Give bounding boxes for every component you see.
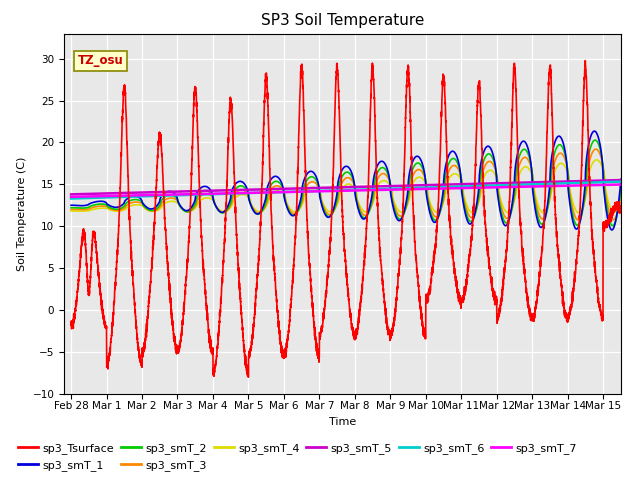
Line: sp3_Tsurface: sp3_Tsurface bbox=[71, 60, 621, 377]
sp3_smT_6 bbox=[277, 189, 285, 195]
sp3_Tsurface bbox=[67, 319, 75, 325]
sp3_smT_2 bbox=[477, 168, 485, 173]
sp3_smT_5 bbox=[519, 180, 527, 185]
sp3_smT_6 bbox=[67, 196, 75, 202]
sp3_smT_4 bbox=[67, 208, 75, 214]
sp3_smT_7 bbox=[477, 185, 485, 191]
sp3_smT_3 bbox=[477, 176, 485, 182]
sp3_smT_2 bbox=[591, 137, 599, 143]
sp3_smT_7 bbox=[425, 186, 433, 192]
sp3_smT_4 bbox=[575, 210, 582, 216]
sp3_smT_1 bbox=[608, 227, 616, 233]
sp3_smT_4 bbox=[477, 185, 485, 191]
sp3_smT_3 bbox=[617, 192, 625, 198]
sp3_smT_1 bbox=[477, 158, 485, 164]
sp3_smT_7 bbox=[277, 189, 285, 195]
Line: sp3_smT_1: sp3_smT_1 bbox=[71, 131, 621, 230]
sp3_smT_4 bbox=[167, 198, 175, 204]
sp3_smT_6 bbox=[397, 186, 404, 192]
sp3_smT_1 bbox=[425, 204, 433, 210]
sp3_smT_7 bbox=[397, 187, 404, 192]
sp3_smT_4 bbox=[617, 194, 625, 200]
sp3_smT_7 bbox=[519, 184, 527, 190]
sp3_Tsurface bbox=[582, 58, 589, 63]
X-axis label: Time: Time bbox=[329, 417, 356, 427]
sp3_smT_1 bbox=[67, 203, 75, 208]
Line: sp3_smT_6: sp3_smT_6 bbox=[71, 181, 621, 199]
sp3_smT_1 bbox=[277, 179, 285, 185]
sp3_smT_5 bbox=[477, 181, 485, 187]
sp3_smT_6 bbox=[617, 179, 625, 184]
sp3_smT_4 bbox=[397, 209, 404, 215]
sp3_smT_5 bbox=[167, 189, 175, 194]
Y-axis label: Soil Temperature (C): Soil Temperature (C) bbox=[17, 156, 27, 271]
sp3_smT_1 bbox=[591, 128, 598, 134]
sp3_smT_7 bbox=[167, 192, 175, 197]
sp3_Tsurface bbox=[397, 245, 404, 251]
sp3_Tsurface bbox=[519, 252, 527, 258]
sp3_smT_2 bbox=[167, 192, 175, 198]
Legend: sp3_Tsurface, sp3_smT_1, sp3_smT_2, sp3_smT_3, sp3_smT_4, sp3_smT_5, sp3_smT_6, : sp3_Tsurface, sp3_smT_1, sp3_smT_2, sp3_… bbox=[14, 439, 582, 475]
sp3_smT_6 bbox=[519, 182, 527, 188]
sp3_smT_5 bbox=[617, 177, 625, 183]
Title: SP3 Soil Temperature: SP3 Soil Temperature bbox=[260, 13, 424, 28]
Line: sp3_smT_3: sp3_smT_3 bbox=[71, 149, 621, 220]
sp3_smT_2 bbox=[519, 147, 527, 153]
sp3_Tsurface bbox=[244, 374, 252, 380]
Line: sp3_smT_7: sp3_smT_7 bbox=[71, 184, 621, 197]
sp3_smT_3 bbox=[592, 146, 600, 152]
sp3_smT_1 bbox=[617, 176, 625, 182]
sp3_smT_6 bbox=[425, 185, 433, 191]
sp3_smT_3 bbox=[519, 155, 527, 161]
sp3_smT_3 bbox=[609, 217, 617, 223]
sp3_smT_5 bbox=[277, 186, 285, 192]
sp3_smT_3 bbox=[67, 206, 75, 212]
sp3_smT_2 bbox=[425, 201, 433, 207]
sp3_smT_1 bbox=[167, 189, 175, 194]
sp3_Tsurface bbox=[277, 350, 285, 356]
sp3_smT_6 bbox=[167, 192, 175, 198]
sp3_smT_5 bbox=[425, 182, 433, 188]
sp3_smT_3 bbox=[277, 185, 285, 191]
sp3_smT_6 bbox=[477, 183, 485, 189]
sp3_smT_2 bbox=[67, 205, 75, 211]
Line: sp3_smT_5: sp3_smT_5 bbox=[71, 180, 621, 194]
sp3_smT_4 bbox=[519, 165, 527, 171]
sp3_smT_1 bbox=[397, 217, 404, 223]
sp3_smT_2 bbox=[397, 216, 404, 222]
sp3_smT_4 bbox=[277, 189, 285, 195]
sp3_smT_4 bbox=[425, 195, 433, 201]
sp3_smT_3 bbox=[425, 198, 433, 204]
Text: TZ_osu: TZ_osu bbox=[78, 54, 124, 67]
sp3_smT_4 bbox=[593, 157, 600, 163]
sp3_smT_2 bbox=[277, 182, 285, 188]
sp3_smT_2 bbox=[609, 223, 616, 228]
sp3_smT_1 bbox=[519, 138, 527, 144]
sp3_smT_3 bbox=[397, 213, 404, 219]
sp3_smT_5 bbox=[397, 183, 404, 189]
sp3_smT_3 bbox=[167, 195, 175, 201]
sp3_smT_7 bbox=[617, 181, 625, 187]
sp3_Tsurface bbox=[477, 127, 485, 133]
sp3_Tsurface bbox=[167, 301, 175, 307]
Line: sp3_smT_2: sp3_smT_2 bbox=[71, 140, 621, 226]
sp3_Tsurface bbox=[617, 205, 625, 211]
sp3_Tsurface bbox=[425, 292, 433, 298]
sp3_smT_5 bbox=[67, 192, 75, 197]
sp3_smT_2 bbox=[617, 187, 625, 193]
sp3_smT_7 bbox=[67, 194, 75, 200]
Line: sp3_smT_4: sp3_smT_4 bbox=[71, 160, 621, 213]
